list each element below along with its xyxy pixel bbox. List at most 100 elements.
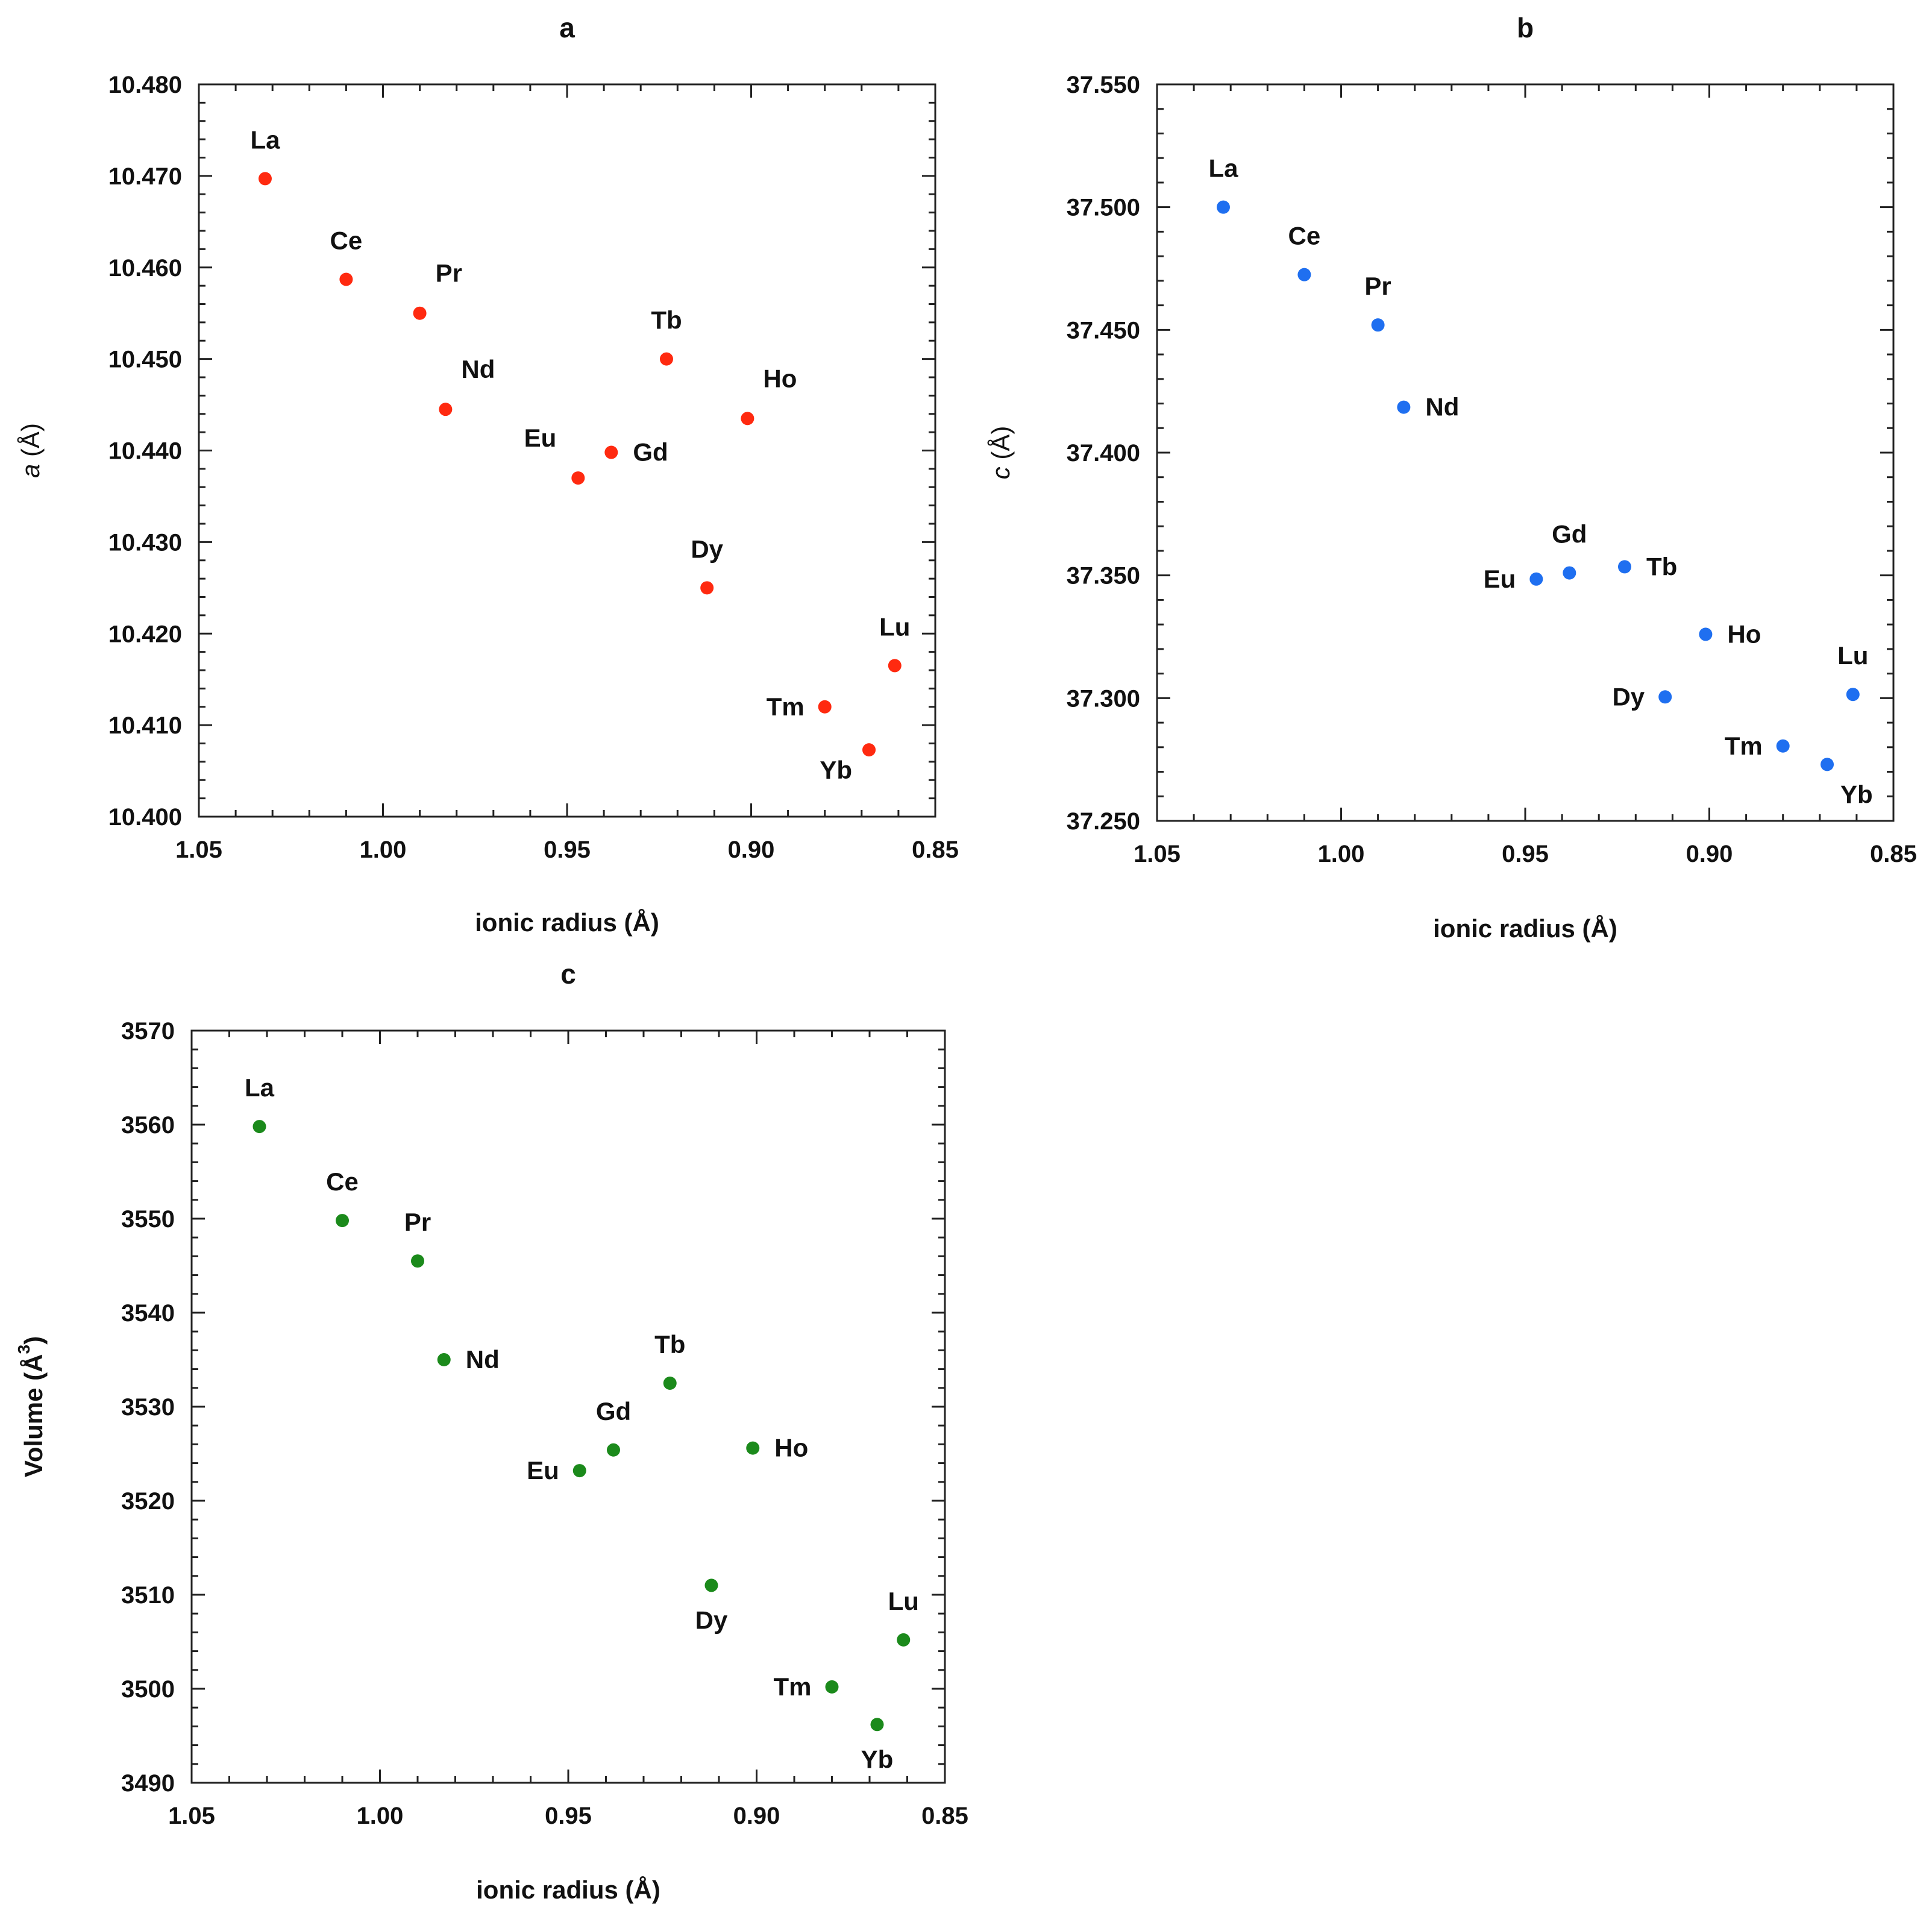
- panel-b: 1.05 1.00 0.95 0.90 0.85 37.250 37.300 37.350 37…: [986, 12, 1917, 943]
- y-tick-label: 10.470: [108, 163, 182, 190]
- data-point-nd: [437, 1353, 451, 1366]
- y-tick-label: 10.420: [108, 621, 182, 647]
- y-tick-label: 37.300: [1067, 685, 1140, 712]
- point-label-tm: Tm: [1725, 732, 1763, 760]
- y-tick-label: 3530: [121, 1394, 175, 1421]
- y-tick-label: 10.480: [108, 72, 182, 98]
- y-tick-label: 10.410: [108, 712, 182, 739]
- y-tick-label: 3510: [121, 1582, 175, 1609]
- data-point-tb: [659, 352, 673, 366]
- point-label-gd: Gd: [596, 1397, 631, 1425]
- data-point-tm: [825, 1680, 839, 1694]
- y-tick-label: 3500: [121, 1676, 175, 1703]
- y-tick-label: 3570: [121, 1018, 175, 1044]
- data-point-lu: [897, 1633, 911, 1647]
- panel-a: 1.05 1.00 0.95 0.90 0.85 10.400 10.410 10.420 10…: [16, 12, 959, 937]
- point-label-gd: Gd: [633, 438, 668, 466]
- data-point-gd: [607, 1443, 620, 1457]
- point-label-gd: Gd: [1552, 520, 1587, 548]
- x-tick-label: 1.00: [360, 837, 407, 863]
- x-tick-label: 0.90: [728, 837, 775, 863]
- x-tick-label: 1.00: [357, 1803, 404, 1829]
- y-axis-label: Volume (Å3): [14, 1336, 48, 1477]
- data-point-eu: [571, 471, 585, 485]
- point-label-ho: Ho: [763, 364, 797, 392]
- data-point-lu: [1846, 688, 1860, 702]
- point-label-eu: Eu: [527, 1456, 559, 1484]
- x-tick-label: 0.85: [912, 837, 959, 863]
- data-point-pr: [413, 306, 427, 320]
- y-axis-label-symbol: a: [16, 464, 45, 478]
- data-point-yb: [870, 1718, 884, 1732]
- point-label-pr: Pr: [404, 1208, 431, 1236]
- point-label-ce: Ce: [330, 226, 363, 254]
- data-point-yb: [862, 743, 876, 757]
- data-point-la: [258, 172, 272, 186]
- point-label-ho: Ho: [774, 1434, 808, 1462]
- data-point-ho: [746, 1441, 760, 1455]
- point-label-dy: Dy: [695, 1606, 728, 1634]
- point-label-tm: Tm: [774, 1672, 812, 1701]
- y-axis-label-base: Volume (Å: [19, 1354, 48, 1478]
- x-axis-label: ionic radius (Å): [476, 1876, 660, 1904]
- panel-title: c: [560, 958, 576, 990]
- point-label-tb: Tb: [1646, 552, 1677, 580]
- x-tick-label: 0.85: [1870, 841, 1917, 867]
- data-point-ce: [1297, 268, 1311, 281]
- data-point-ho: [1699, 627, 1713, 641]
- x-tick-label: 0.95: [544, 837, 591, 863]
- y-axis-label-symbol: c: [986, 466, 1015, 479]
- y-tick-label: 3490: [121, 1770, 175, 1797]
- data-point-dy: [1658, 690, 1672, 704]
- data-point-lu: [888, 659, 902, 673]
- point-label-ce: Ce: [326, 1167, 359, 1196]
- point-label-yb: Yb: [861, 1745, 894, 1773]
- point-label-eu: Eu: [1484, 565, 1516, 593]
- panel-c: 1.05 1.00 0.95 0.90 0.85 3490 3500 3510 3520 3530…: [14, 958, 968, 1904]
- point-label-nd: Nd: [1425, 393, 1459, 421]
- point-label-tb: Tb: [654, 1330, 685, 1358]
- data-point-nd: [439, 403, 453, 416]
- point-label-la: La: [1208, 154, 1238, 183]
- x-tick-label: 0.90: [733, 1803, 780, 1829]
- data-point-tm: [818, 700, 832, 714]
- x-axis-label: ionic radius (Å): [1433, 914, 1617, 943]
- y-tick-label: 10.440: [108, 438, 182, 465]
- data-point-ce: [339, 272, 353, 286]
- data-point-pr: [1371, 318, 1385, 332]
- data-point-nd: [1397, 400, 1411, 414]
- point-label-pr: Pr: [1364, 272, 1391, 300]
- y-tick-label: 10.400: [108, 804, 182, 831]
- point-label-nd: Nd: [466, 1345, 500, 1374]
- point-label-lu: Lu: [888, 1587, 919, 1615]
- plot-frame: [1156, 83, 1895, 822]
- x-tick-label: 0.95: [1502, 841, 1549, 867]
- y-tick-label: 3520: [121, 1488, 175, 1515]
- point-label-dy: Dy: [1612, 682, 1645, 711]
- point-label-yb: Yb: [1840, 780, 1873, 808]
- data-point-gd: [1563, 566, 1576, 580]
- point-label-ce: Ce: [1288, 222, 1321, 250]
- data-point-ce: [336, 1214, 349, 1228]
- x-tick-label: 0.85: [921, 1803, 968, 1829]
- x-tick-label: 0.90: [1686, 841, 1733, 867]
- y-tick-label: 37.400: [1067, 440, 1140, 466]
- y-axis-label-unit: (Å): [986, 426, 1015, 467]
- x-tick-label: 1.00: [1318, 841, 1365, 867]
- y-tick-label: 3550: [121, 1206, 175, 1233]
- y-axis-label: c (Å): [986, 426, 1015, 480]
- y-tick-label: 37.350: [1067, 563, 1140, 589]
- data-point-la: [1216, 200, 1230, 214]
- point-label-la: La: [250, 125, 280, 154]
- y-tick-label: 3560: [121, 1112, 175, 1139]
- panel-title: b: [1517, 12, 1534, 43]
- y-tick-label: 37.250: [1067, 808, 1140, 835]
- x-tick-label: 0.95: [545, 1803, 592, 1829]
- data-point-la: [252, 1120, 266, 1134]
- y-tick-label: 3540: [121, 1300, 175, 1327]
- data-point-tb: [1617, 560, 1631, 574]
- y-axis-label-end: ): [19, 1336, 48, 1345]
- y-tick-label: 10.430: [108, 529, 182, 556]
- point-label-la: La: [245, 1073, 275, 1102]
